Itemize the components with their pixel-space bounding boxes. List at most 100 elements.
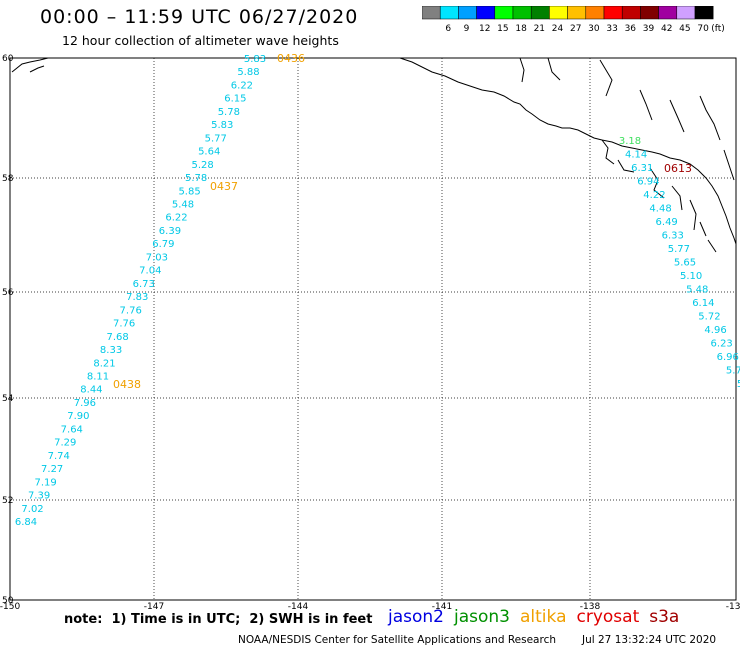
swh-value-west: 7.96 — [74, 398, 96, 409]
legend-altika: altika — [520, 607, 567, 627]
swh-value-west: 5.48 — [172, 200, 194, 211]
swh-value-west: 5.78 — [218, 107, 240, 118]
swh-value-west: 7.19 — [34, 477, 56, 488]
longitude-label: -150 — [0, 602, 20, 612]
swh-value-west: 7.02 — [21, 504, 43, 515]
longitude-label: -147 — [144, 602, 164, 612]
swh-value-west: 7.29 — [54, 438, 76, 449]
scale-label: 30 — [588, 24, 600, 34]
swh-value-east: 4.96 — [704, 325, 726, 336]
swh-value-east: 5.65 — [674, 258, 696, 269]
scale-label: 12 — [479, 24, 490, 34]
swh-value-west: 6.39 — [159, 226, 181, 237]
swh-value-east: 6.23 — [711, 339, 733, 350]
scale-label: 33 — [606, 24, 617, 34]
swh-value-east: 4.22 — [643, 190, 665, 201]
swh-value-east: 5 — [737, 379, 740, 390]
scale-label: 24 — [552, 24, 564, 34]
swh-value-west: 8.44 — [80, 385, 102, 396]
legend-s3a: s3a — [649, 607, 680, 627]
swh-value-east: 6.96 — [717, 352, 739, 363]
swh-value-west: 7.74 — [48, 451, 70, 462]
scale-swatch — [694, 6, 714, 20]
swh-value-east: 5.72 — [698, 312, 720, 323]
coastline-inlets — [519, 57, 735, 181]
scale-label: 21 — [534, 24, 545, 34]
swh-value-west: 7.76 — [113, 319, 135, 330]
latitude-label: 56 — [2, 288, 14, 298]
swh-value-west: 6.73 — [133, 279, 155, 290]
latitude-label: 50 — [2, 596, 14, 606]
swh-value-west: 6.79 — [152, 239, 174, 250]
swh-value-west: 5.77 — [205, 133, 227, 144]
island-outlines — [601, 139, 717, 253]
scale-unit: (ft) — [711, 24, 725, 34]
swh-value-west: 7.76 — [120, 305, 142, 316]
latitude-label: 52 — [2, 496, 13, 506]
scale-label: 27 — [570, 24, 581, 34]
credit-line: NOAA/NESDIS Center for Satellite Applica… — [238, 634, 556, 646]
swh-value-west: 7.64 — [61, 424, 83, 435]
legend-cryosat: cryosat — [576, 607, 640, 627]
swh-value-west: 7.04 — [139, 266, 161, 277]
swh-value-west: 5.88 — [237, 67, 259, 78]
scale-label: 9 — [464, 24, 470, 34]
swh-value-west: 6.22 — [231, 80, 253, 91]
pass-time-label: 0438 — [113, 378, 141, 391]
pass-time-label: 0437 — [210, 180, 238, 193]
swh-value-west: 5.78 — [185, 173, 207, 184]
scale-label: 36 — [625, 24, 637, 34]
swh-value-west: 5.85 — [178, 186, 200, 197]
legend-jason2: jason2 — [388, 607, 444, 627]
satellite-legend: jason2 jason3 altika cryosat s3a — [388, 607, 689, 627]
swh-value-east: 6.49 — [656, 217, 678, 228]
swh-value-east: 6.31 — [631, 163, 653, 174]
swh-value-east: 4.14 — [625, 150, 647, 161]
alaska-coastline — [399, 57, 737, 245]
scale-label: 15 — [497, 24, 508, 34]
swh-value-west: 7.39 — [28, 491, 50, 502]
scale-label: 45 — [679, 24, 690, 34]
swh-value-east: 6.94 — [637, 177, 659, 188]
swh-value-west: 8.11 — [87, 371, 109, 382]
swh-value-west: 6.15 — [224, 94, 246, 105]
kenai-coastline — [11, 57, 49, 73]
swh-value-west: 7.90 — [67, 411, 89, 422]
scale-label: 18 — [515, 24, 527, 34]
swh-value-west: 7.68 — [106, 332, 128, 343]
swh-value-east: 3.18 — [619, 136, 641, 147]
footer-note: note: 1) Time is in UTC; 2) SWH is in fe… — [64, 612, 373, 627]
longitude-label: -135 — [726, 602, 740, 612]
swh-value-west: 7.83 — [126, 292, 148, 303]
swh-value-east: 5.48 — [686, 285, 708, 296]
swh-value-west: 5.64 — [198, 147, 220, 158]
swh-value-west: 8.33 — [100, 345, 122, 356]
scale-label: 70 — [697, 24, 709, 34]
map-subtitle: 12 hour collection of altimeter wave hei… — [62, 33, 339, 48]
swh-value-west: 8.21 — [93, 358, 115, 369]
swh-value-east: 5.7 — [726, 366, 740, 377]
altimeter-map: -150 -147 -144 -141 -138 -135 60 58 56 54 52 50 5.83… — [0, 52, 740, 612]
swh-value-west: 5.28 — [192, 160, 214, 171]
swh-value-east: 6.33 — [662, 231, 684, 242]
map-title: 00:00 – 11:59 UTC 06/27/2020 — [40, 6, 359, 28]
swh-value-east: 4.48 — [649, 204, 671, 215]
latitude-label: 60 — [2, 54, 14, 64]
swh-value-west: 6.22 — [165, 213, 187, 224]
latitude-label: 58 — [2, 174, 14, 184]
swh-value-west: 6.84 — [15, 517, 37, 528]
swh-value-east: 6.14 — [692, 298, 714, 309]
swh-value-east: 5.10 — [680, 271, 702, 282]
scale-label: 42 — [661, 24, 672, 34]
latitude-label: 54 — [2, 394, 14, 404]
credit-timestamp: Jul 27 13:32:24 UTC 2020 — [582, 634, 717, 646]
pass-time-label: 0613 — [664, 162, 692, 175]
swh-value-west: 7.27 — [41, 464, 63, 475]
wave-height-color-scale: 6 9 12 15 18 21 24 27 30 33 36 39 42 45 70 (ft) — [422, 6, 725, 34]
pass-time-label: 0436 — [277, 52, 305, 65]
longitude-label: -138 — [580, 602, 601, 612]
longitude-label: -141 — [432, 602, 452, 612]
swh-value-west: 5.83 — [211, 120, 233, 131]
legend-jason3: jason3 — [454, 607, 510, 627]
swh-value-west: 7.03 — [146, 252, 168, 263]
